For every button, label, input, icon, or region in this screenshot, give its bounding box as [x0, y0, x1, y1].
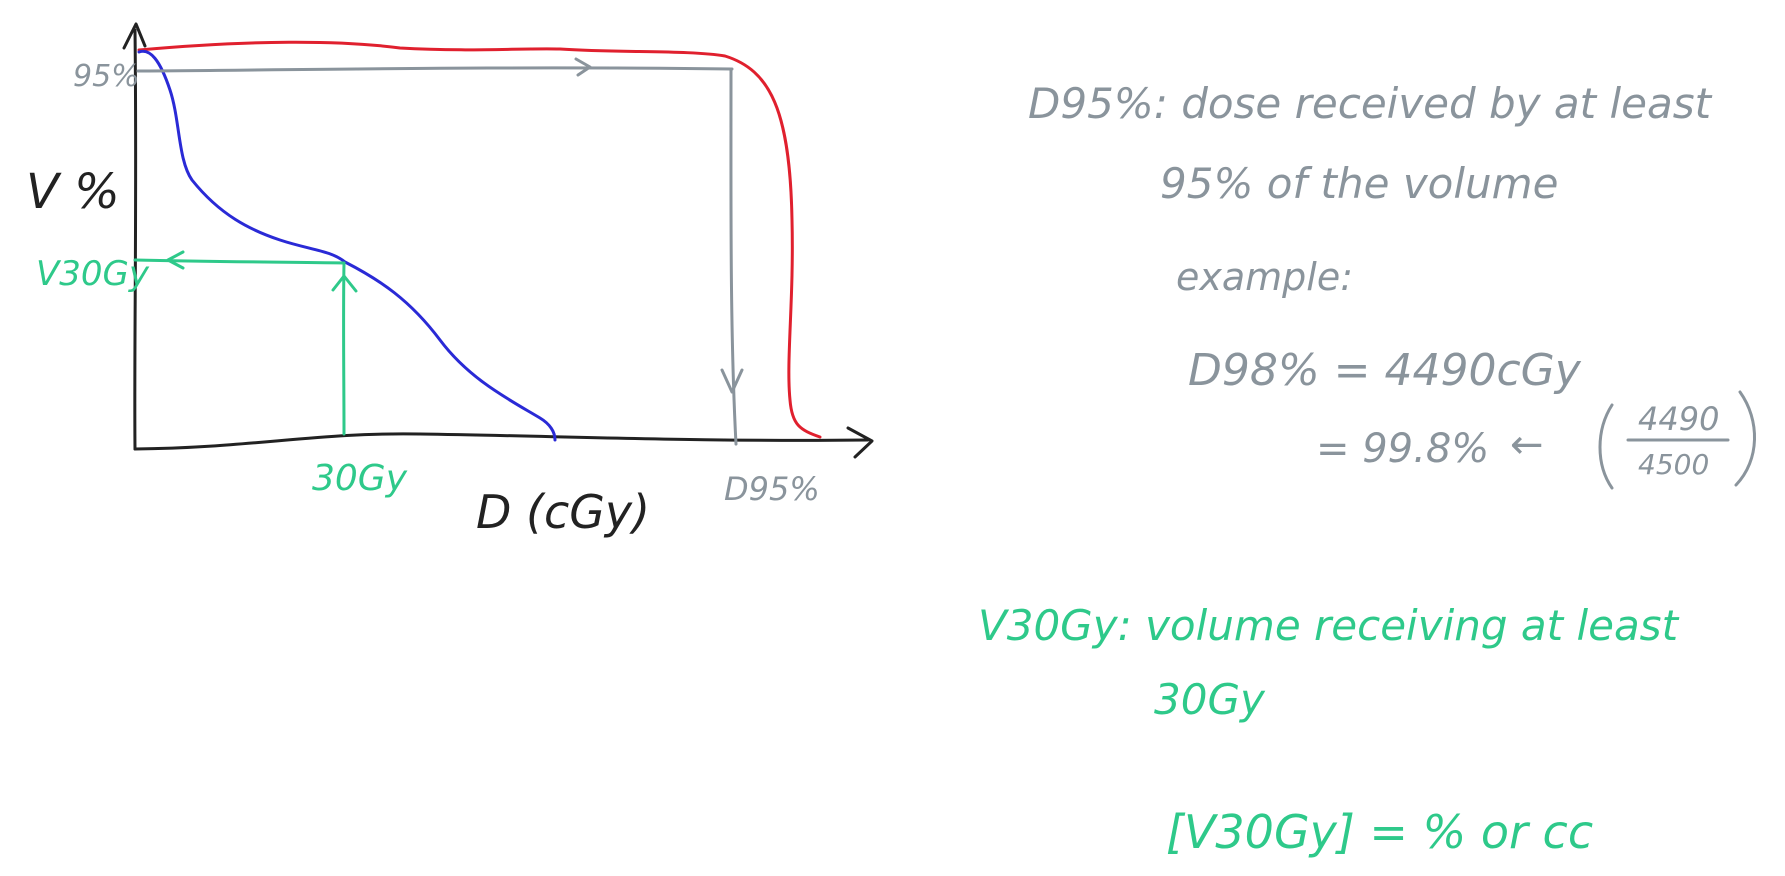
- y-axis: [133, 28, 138, 451]
- fraction-right-paren: [1734, 390, 1756, 487]
- high-dose-dvh-curve: [137, 40, 822, 439]
- definition-notes: D95%: dose received by at least 95% of t…: [978, 79, 1756, 859]
- x-mark-30gy: 30Gy: [312, 458, 408, 499]
- v30-vertical-arrowhead: [331, 274, 358, 293]
- d95-horizontal-guide: [136, 66, 734, 73]
- d95-vertical-arrowhead: [720, 368, 744, 394]
- y-mark-95: 95%: [73, 59, 140, 94]
- x-axis-arrowhead: [846, 426, 874, 459]
- d95-horizontal-arrowhead: [574, 57, 592, 77]
- example-line1: D98% = 4490cGy: [1188, 345, 1582, 396]
- v30-definition-line1: V30Gy: volume receiving at least: [978, 601, 1680, 650]
- d95-vertical-guide: [729, 67, 738, 446]
- dvh-graph: 95% V % V30Gy 30Gy D (cGy) D95%: [26, 22, 874, 539]
- low-dose-dvh-curve: [137, 49, 557, 442]
- x-mark-d95: D95%: [724, 470, 820, 508]
- v30-horizontal-arrowhead: [166, 250, 185, 270]
- x-axis-label: D (cGy): [476, 485, 650, 539]
- v30-units: [V30Gy] = % or cc: [1166, 805, 1593, 859]
- v30-horizontal-guide: [133, 258, 346, 265]
- d95-definition-line2: 95% of the volume: [1160, 159, 1558, 208]
- y-axis-arrowhead: [122, 22, 147, 50]
- d95-definition-line1: D95%: dose received by at least: [1028, 79, 1713, 128]
- x-axis: [133, 432, 870, 451]
- y-mark-v30: V30Gy: [36, 254, 150, 294]
- example-label: example:: [1176, 255, 1353, 299]
- left-arrow-symbol: ←: [1510, 422, 1544, 468]
- fraction-denominator: 4500: [1638, 448, 1709, 481]
- example-line2: = 99.8%: [1316, 426, 1489, 472]
- v30-definition-line2: 30Gy: [1154, 675, 1266, 724]
- example-fraction: 4490 4500: [1598, 390, 1756, 490]
- fraction-numerator: 4490: [1638, 400, 1719, 438]
- y-axis-label: V %: [26, 164, 120, 220]
- fraction-left-paren: [1598, 403, 1614, 490]
